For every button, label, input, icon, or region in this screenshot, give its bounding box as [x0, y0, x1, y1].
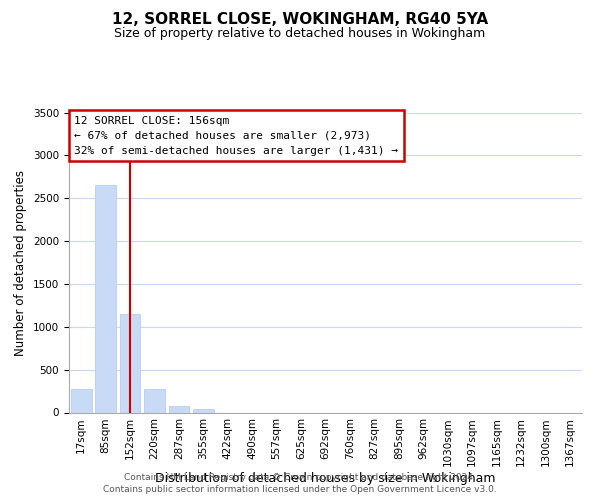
X-axis label: Distribution of detached houses by size in Wokingham: Distribution of detached houses by size … [155, 472, 496, 484]
Bar [169, 406, 190, 412]
Text: 12 SORREL CLOSE: 156sqm
← 67% of detached houses are smaller (2,973)
32% of semi: 12 SORREL CLOSE: 156sqm ← 67% of detache… [74, 116, 398, 156]
Bar [193, 409, 214, 412]
Text: Size of property relative to detached houses in Wokingham: Size of property relative to detached ho… [115, 28, 485, 40]
Bar [144, 388, 165, 412]
Bar [119, 314, 140, 412]
Text: Contains public sector information licensed under the Open Government Licence v3: Contains public sector information licen… [103, 485, 497, 494]
Bar [71, 388, 92, 412]
Y-axis label: Number of detached properties: Number of detached properties [14, 170, 28, 356]
Bar [95, 186, 116, 412]
Text: 12, SORREL CLOSE, WOKINGHAM, RG40 5YA: 12, SORREL CLOSE, WOKINGHAM, RG40 5YA [112, 12, 488, 28]
Text: Contains HM Land Registry data © Crown copyright and database right 2024.: Contains HM Land Registry data © Crown c… [124, 472, 476, 482]
